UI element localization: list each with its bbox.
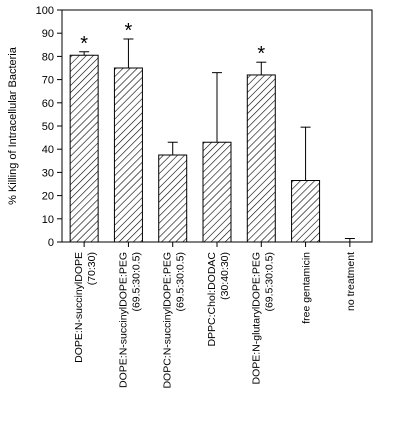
y-tick-label: 0 [48, 237, 54, 249]
y-tick-label: 40 [42, 144, 54, 156]
y-tick-label: 30 [42, 167, 54, 179]
significance-star: * [80, 33, 88, 55]
category-label: DOPE:N-glutarylDOPE:PEG (69.5:30:0.5) [250, 252, 275, 384]
error-bars-group [79, 38, 355, 242]
y-tick-label: 60 [42, 98, 54, 110]
category-label: free gentamicin [301, 252, 313, 324]
category-label: DOPE:N-succinylDOPE:PEG (69.5:30:0.5) [117, 252, 142, 388]
bar [158, 154, 188, 243]
significance-star: * [257, 43, 265, 65]
category-label: DOPC:N-succinylDOPE:PEG (69.5:30:0.5) [162, 252, 187, 389]
category-label: DOPE:N-succinylDOPE (70:30) [73, 252, 98, 363]
category-label-line1: DOPC:N-succinylDOPE:PEG [162, 252, 174, 389]
y-tick-label: 50 [42, 121, 54, 133]
category-labels: DOPE:N-succinylDOPE (70:30) DOPE:N-succiny… [73, 252, 357, 389]
category-label-line1: no treatment [345, 252, 357, 311]
bars-group [69, 54, 321, 243]
category-label: DPPC:Chol:DODAC (30:40:30) [206, 252, 231, 347]
y-tick-label: 70 [42, 75, 54, 87]
category-label-line1: DPPC:Chol:DODAC [206, 252, 218, 347]
category-label-line2: (69.5:30:0.5) [263, 252, 275, 312]
bar [291, 180, 321, 243]
bar [69, 54, 99, 243]
category-label-line2: (30:40:30) [219, 252, 231, 300]
significance-markers: * * * [80, 20, 265, 65]
significance-star: * [125, 20, 133, 42]
category-label-line1: DOPE:N-succinylDOPE [73, 252, 85, 363]
category-label-line2: (69.5:30:0.5) [175, 252, 187, 312]
category-label-line2: (69.5:30:0.5) [130, 252, 142, 312]
y-axis-title: % Killing of Intracellular Bacteria [7, 46, 19, 205]
category-label-line1: DOPE:N-glutarylDOPE:PEG [250, 252, 262, 384]
y-tick-label: 100 [36, 5, 54, 17]
y-tick-label: 20 [42, 191, 54, 203]
y-tick-label: 90 [42, 28, 54, 40]
category-label-line2: (70:30) [86, 252, 98, 285]
category-label: no treatment [345, 252, 357, 311]
category-label-line1: DOPE:N-succinylDOPE:PEG [117, 252, 129, 388]
y-tick-label: 80 [42, 51, 54, 63]
bar [113, 67, 143, 243]
category-label-line1: free gentamicin [301, 252, 313, 324]
bar [202, 141, 232, 243]
y-tick-label: 10 [42, 214, 54, 226]
bar [246, 74, 276, 243]
